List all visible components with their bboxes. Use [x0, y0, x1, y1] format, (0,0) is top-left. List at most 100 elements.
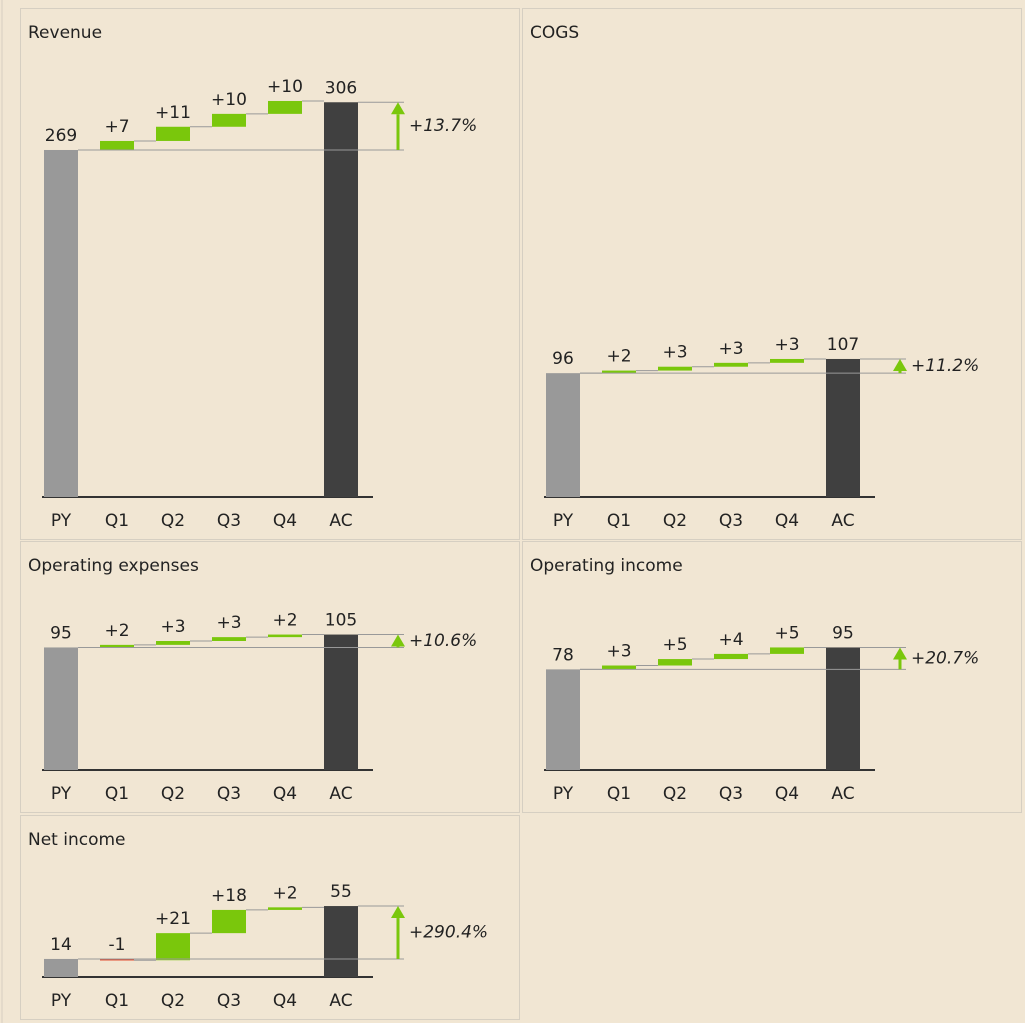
chart-title: Revenue — [28, 23, 102, 43]
bar — [602, 370, 636, 374]
chart-panel: Operating expenses 95 PY +2 Q1 +3 Q2 +3 Q3 +2 Q4 10… — [20, 541, 520, 813]
category-label: Q3 — [719, 511, 743, 531]
bar — [658, 366, 692, 371]
bar — [156, 641, 190, 645]
category-label: PY — [51, 991, 72, 1011]
category-label: Q2 — [663, 511, 687, 531]
delta-arrow-head — [391, 102, 405, 115]
category-label: Q2 — [161, 991, 185, 1011]
chart-panel: Revenue 269 PY +7 Q1 +11 Q2 +10 Q3 +10 Q4 306 AC +13.… — [20, 8, 520, 540]
value-label: 78 — [552, 645, 574, 665]
category-label: Q3 — [719, 784, 743, 804]
delta-arrow-head — [391, 906, 405, 919]
bar — [658, 659, 692, 666]
value-label: +2 — [104, 621, 129, 641]
value-label: +5 — [662, 635, 687, 655]
value-label: +3 — [160, 617, 185, 637]
value-label: +3 — [774, 335, 799, 355]
category-label: Q4 — [775, 784, 799, 804]
value-label: 95 — [50, 623, 72, 643]
chart-title: Operating income — [530, 556, 683, 576]
value-label: -1 — [109, 935, 126, 955]
category-label: Q2 — [161, 511, 185, 531]
category-label: Q2 — [161, 784, 185, 804]
bar — [324, 102, 358, 497]
panel-border — [522, 8, 1022, 540]
delta-label: +290.4% — [409, 922, 488, 942]
category-label: Q1 — [105, 991, 129, 1011]
bar — [770, 358, 804, 363]
value-label: +10 — [267, 77, 303, 97]
bar — [324, 634, 358, 770]
delta-label: +11.2% — [911, 356, 979, 376]
category-label: PY — [51, 784, 72, 804]
category-label: PY — [553, 511, 574, 531]
bar — [268, 100, 302, 114]
value-label: +4 — [718, 630, 743, 650]
delta-label: +20.7% — [911, 648, 979, 668]
panel-border — [20, 815, 520, 1020]
value-label: +7 — [104, 117, 129, 137]
value-label: +2 — [272, 883, 297, 903]
bar — [546, 373, 580, 497]
value-label: 269 — [45, 126, 77, 146]
value-label: +2 — [606, 347, 631, 367]
value-label: 96 — [552, 349, 574, 369]
category-label: AC — [329, 511, 352, 531]
bar — [212, 909, 246, 934]
bar — [546, 669, 580, 770]
category-label: Q1 — [105, 784, 129, 804]
value-label: 95 — [832, 623, 854, 643]
category-label: Q3 — [217, 511, 241, 531]
category-label: Q1 — [607, 511, 631, 531]
value-label: +18 — [211, 886, 247, 906]
bar — [826, 647, 860, 770]
bar — [100, 644, 134, 648]
category-label: PY — [51, 511, 72, 531]
value-label: +3 — [606, 642, 631, 662]
category-label: Q4 — [273, 784, 297, 804]
bar — [324, 906, 358, 977]
bar — [212, 637, 246, 641]
bar — [602, 665, 636, 670]
category-label: AC — [831, 784, 854, 804]
category-label: PY — [553, 784, 574, 804]
bar — [268, 634, 302, 638]
value-label: +10 — [211, 90, 247, 110]
bar — [100, 958, 134, 961]
bar — [714, 362, 748, 367]
value-label: +11 — [155, 103, 191, 123]
value-label: 107 — [827, 335, 859, 355]
bar — [44, 647, 78, 770]
category-label: Q4 — [273, 991, 297, 1011]
bar — [268, 907, 302, 910]
value-label: +3 — [718, 339, 743, 359]
category-label: AC — [831, 511, 854, 531]
value-label: +5 — [774, 623, 799, 643]
category-label: Q3 — [217, 784, 241, 804]
bar — [44, 958, 78, 977]
category-label: Q1 — [607, 784, 631, 804]
value-label: 14 — [50, 935, 72, 955]
bar — [156, 933, 190, 961]
delta-arrow-head — [893, 647, 907, 660]
value-label: 105 — [325, 611, 357, 631]
bar — [714, 653, 748, 660]
chart-panel: Operating income 78 PY +3 Q1 +5 Q2 +4 Q3 +5 Q4 95 AC… — [522, 541, 1022, 813]
category-label: Q1 — [105, 511, 129, 531]
bar — [100, 140, 134, 150]
value-label: +21 — [155, 909, 191, 929]
value-label: 55 — [330, 882, 352, 902]
delta-label: +13.7% — [409, 116, 477, 136]
delta-arrow-head — [391, 634, 405, 647]
bar — [212, 113, 246, 127]
value-label: 306 — [325, 78, 357, 98]
chart-title: COGS — [530, 23, 579, 43]
bar — [770, 647, 804, 654]
category-label: AC — [329, 991, 352, 1011]
value-label: +3 — [662, 343, 687, 363]
bar — [44, 149, 78, 498]
panel-border — [522, 541, 1022, 813]
category-label: Q4 — [273, 511, 297, 531]
